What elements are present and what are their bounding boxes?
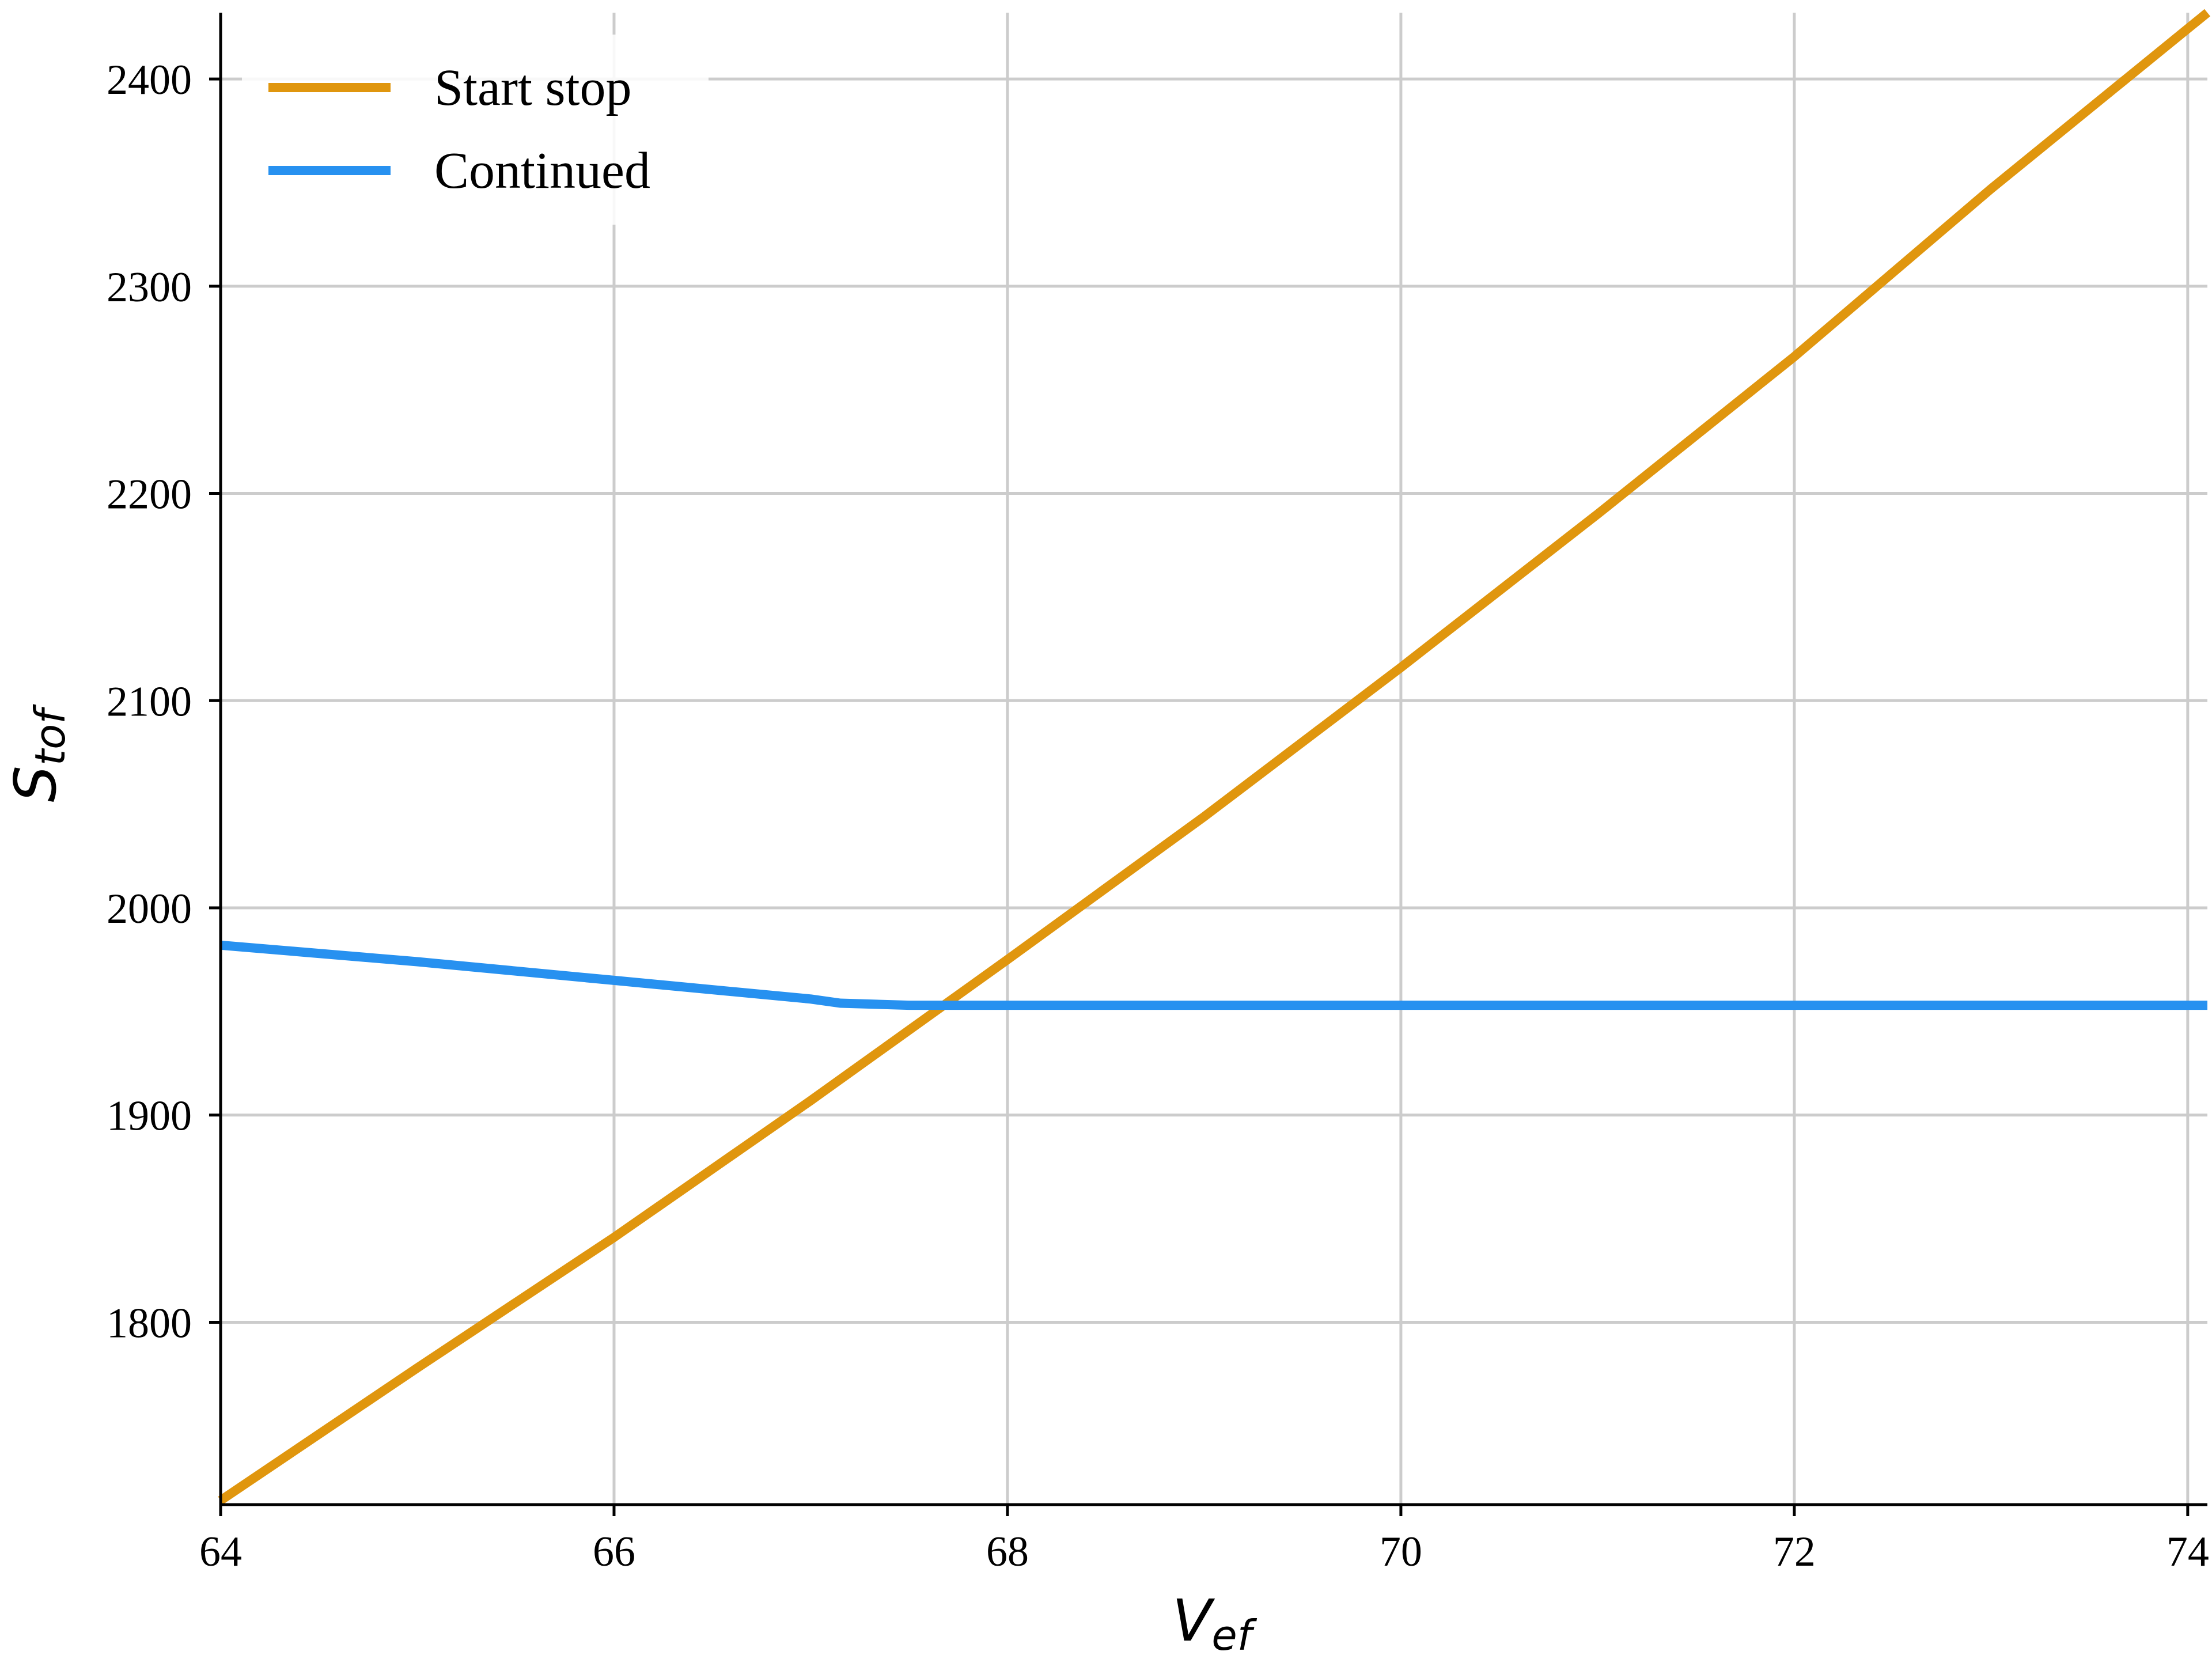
y-axis-title: Stof (2, 704, 74, 802)
y-tick-label: 2200 (107, 471, 192, 518)
legend: Start stop Continued (242, 35, 709, 225)
grid-lines (219, 13, 2207, 1505)
y-tick-label: 1900 (107, 1093, 192, 1140)
x-tick-label: 74 (2166, 1528, 2209, 1575)
y-tick-label: 1800 (107, 1300, 192, 1347)
legend-label: Continued (434, 142, 650, 199)
series-lines (218, 9, 2211, 1505)
x-tick-label: 68 (986, 1528, 1029, 1575)
y-tick-label: 2000 (107, 885, 192, 933)
x-tick-label: 66 (593, 1528, 635, 1575)
series-line-start-stop (218, 9, 2211, 1505)
tick-labels: 64 66 68 70 72 74 1800 1900 2000 2100 2200 2300 2400 (107, 56, 2209, 1575)
axes (209, 13, 2207, 1516)
x-axis-title: Vef (1172, 1587, 1257, 1659)
x-tick-label: 64 (199, 1528, 242, 1575)
y-tick-label: 2400 (107, 56, 192, 104)
x-tick-label: 70 (1380, 1528, 1422, 1575)
axis-titles: Vef Stof (2, 704, 1257, 1659)
y-tick-label: 2300 (107, 264, 192, 311)
series-line-continued (220, 940, 2207, 1010)
x-tick-label: 72 (1773, 1528, 1816, 1575)
legend-box (242, 35, 709, 225)
y-tick-label: 2100 (107, 678, 192, 725)
legend-label: Start stop (434, 59, 632, 116)
